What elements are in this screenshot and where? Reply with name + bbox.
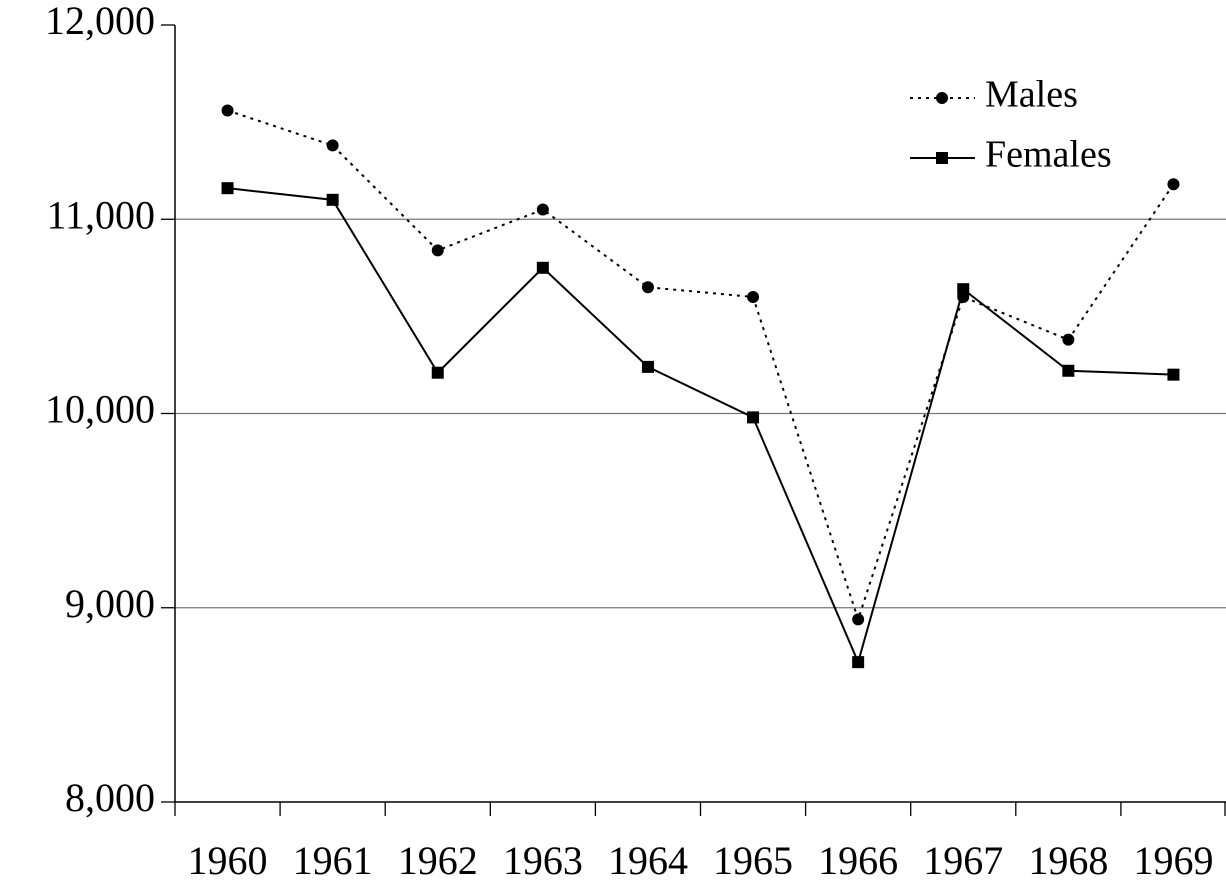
point-marker	[536, 203, 549, 216]
y-tick-label: 9,000	[65, 581, 155, 626]
series-line	[227, 109, 1175, 623]
point-marker	[221, 104, 234, 117]
point-marker	[221, 182, 234, 195]
point-marker	[1062, 333, 1075, 346]
point-marker	[747, 290, 760, 303]
point-marker	[431, 366, 444, 379]
x-tick-label: 1969	[1133, 838, 1213, 883]
x-tick-label: 1967	[923, 838, 1003, 883]
x-tick-label: 1960	[188, 838, 268, 883]
x-tick-label: 1968	[1028, 838, 1108, 883]
x-tick-label: 1961	[293, 838, 373, 883]
x-tick-label: 1962	[398, 838, 478, 883]
point-marker	[1062, 364, 1075, 377]
x-tick-label: 1966	[818, 838, 898, 883]
y-tick-label: 8,000	[65, 775, 155, 820]
legend-marker	[936, 92, 948, 104]
point-marker	[326, 139, 339, 152]
point-marker	[431, 244, 444, 257]
point-marker	[1167, 368, 1180, 381]
point-marker	[536, 261, 549, 274]
point-marker	[641, 360, 654, 373]
series-line	[227, 187, 1174, 666]
point-marker	[852, 656, 865, 669]
x-tick-label: 1963	[503, 838, 583, 883]
point-marker	[957, 283, 970, 296]
point-marker	[1167, 178, 1180, 191]
point-marker	[852, 613, 865, 626]
legend-label: Males	[985, 74, 1078, 116]
y-tick-label: 12,000	[45, 0, 155, 43]
point-marker	[641, 281, 654, 294]
y-tick-label: 11,000	[46, 192, 155, 237]
legend-marker	[936, 152, 948, 164]
point-marker	[326, 193, 339, 206]
x-tick-label: 1964	[608, 838, 688, 883]
y-tick-label: 10,000	[45, 387, 155, 432]
legend-label: Females	[985, 134, 1112, 176]
x-tick-label: 1965	[713, 838, 793, 883]
point-marker	[747, 411, 760, 424]
